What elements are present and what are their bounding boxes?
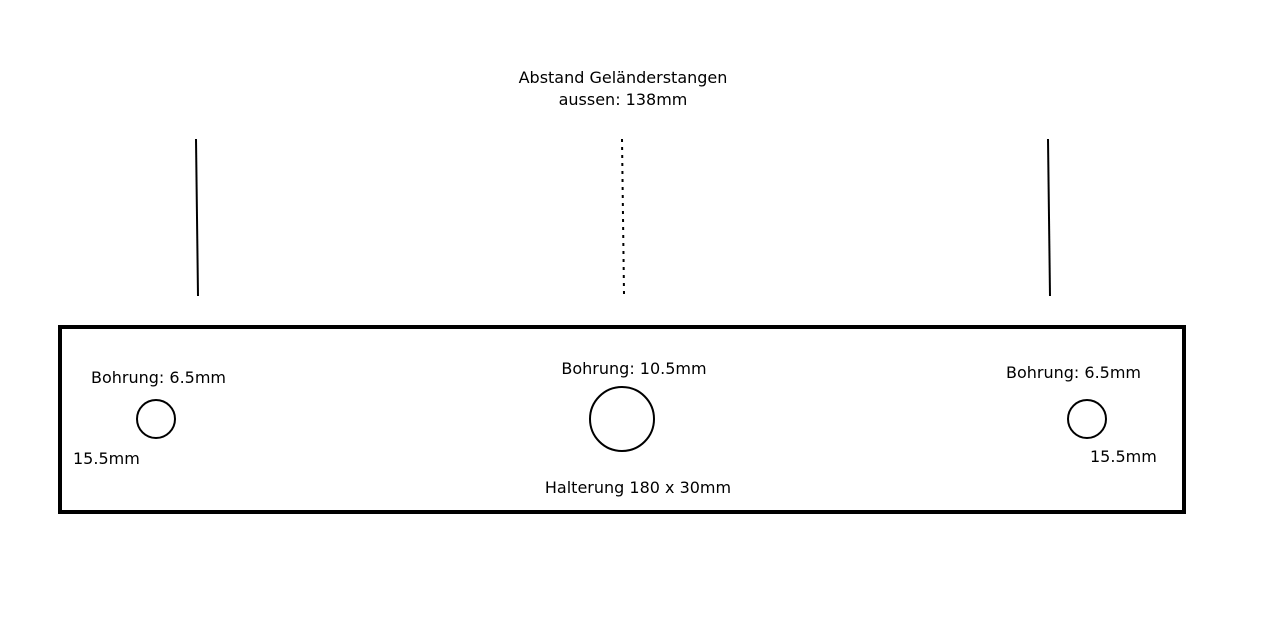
center-hole-label: Bohrung: 10.5mm (561, 359, 707, 378)
right-hole-offset-label: 15.5mm (1090, 447, 1157, 466)
railing-distance-title: Abstand Geländerstangen aussen: 138mm (519, 67, 728, 111)
center-hole (589, 386, 655, 452)
left-hole (136, 399, 176, 439)
railing-distance-line1: Abstand Geländerstangen (518, 68, 728, 87)
left-railing-bar (195, 138, 199, 297)
right-railing-bar (1047, 138, 1051, 297)
right-hole-label: Bohrung: 6.5mm (1006, 363, 1142, 382)
plate-label: Halterung 180 x 30mm (544, 478, 732, 497)
mounting-plate (58, 325, 1186, 514)
center-axis-dotted-line (621, 138, 625, 295)
railing-distance-line2: aussen: 138mm (558, 90, 688, 109)
left-hole-label: Bohrung: 6.5mm (91, 368, 227, 387)
right-hole (1067, 399, 1107, 439)
left-hole-offset-label: 15.5mm (73, 449, 140, 468)
